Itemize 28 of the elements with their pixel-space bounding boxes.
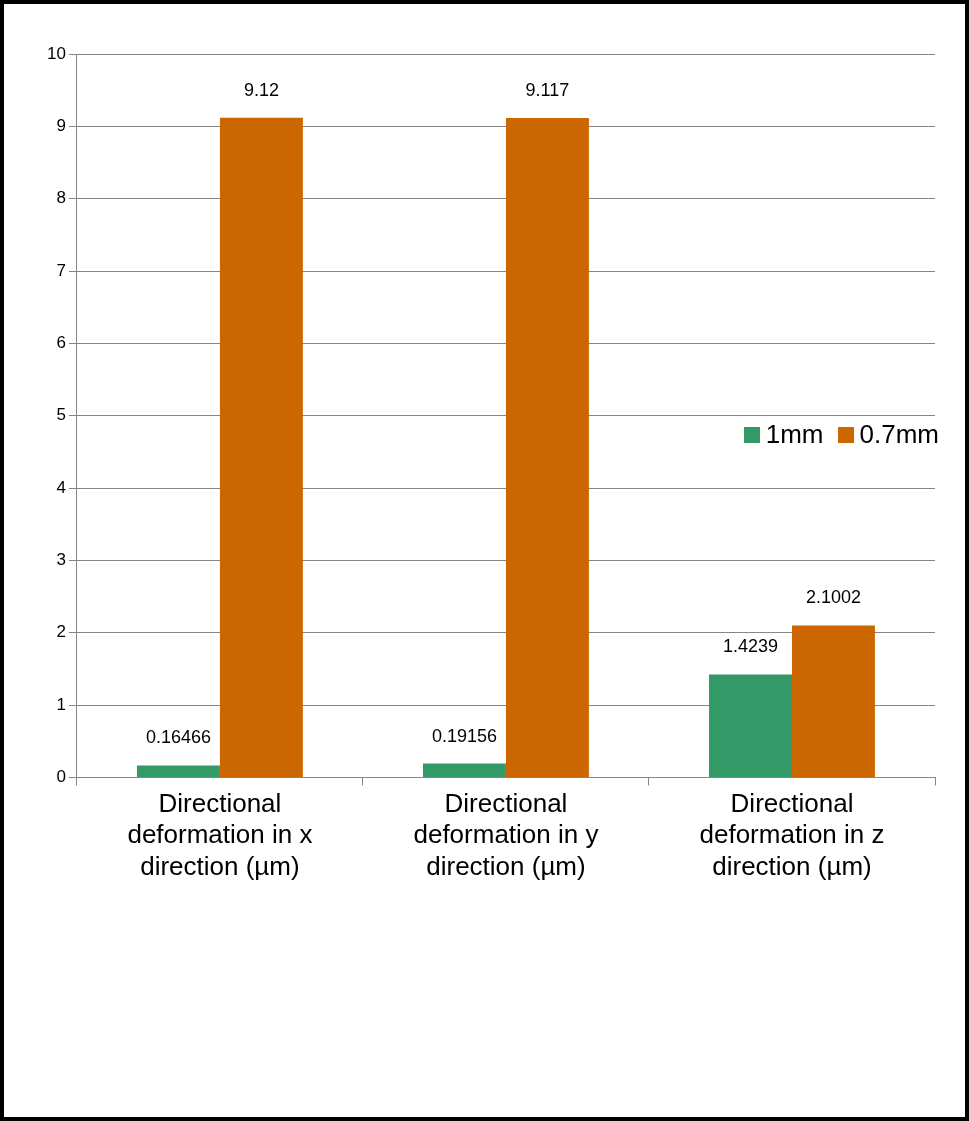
- y-tick-label: 5: [56, 405, 66, 425]
- x-tick-label: Directional deformation in z direction (µm): [699, 788, 885, 881]
- y-tick-label: 4: [56, 477, 66, 497]
- y-tick-label: 6: [56, 333, 66, 353]
- data-label: 2.1002: [805, 587, 861, 608]
- bar: [709, 674, 792, 777]
- bar: [791, 625, 875, 777]
- bar: [423, 763, 506, 777]
- data-label: 9.117: [525, 79, 570, 100]
- x-tick-label: Directional deformation in y direction (µm): [413, 788, 599, 881]
- data-label: 0.19156: [431, 725, 498, 746]
- bar: [136, 765, 220, 777]
- y-tick-label: 8: [56, 188, 66, 208]
- legend-label: 1mm: [765, 419, 824, 450]
- y-tick-label: 10: [46, 43, 66, 63]
- y-tick-label: 7: [56, 260, 66, 280]
- bar: [505, 117, 589, 777]
- legend-label: 0.7mm: [859, 419, 939, 450]
- bar: [219, 117, 303, 777]
- x-tick-label: Directional deformation in x direction (µm): [127, 788, 313, 881]
- y-tick-label: 1: [56, 694, 66, 714]
- data-label: 0.16466: [145, 727, 211, 748]
- y-tick-label: 2: [56, 622, 66, 642]
- data-label: 9.12: [243, 79, 279, 100]
- y-tick-label: 0: [56, 767, 66, 787]
- y-tick-label: 3: [56, 550, 66, 570]
- data-label: 1.4239: [722, 636, 779, 657]
- y-tick-label: 9: [56, 116, 66, 136]
